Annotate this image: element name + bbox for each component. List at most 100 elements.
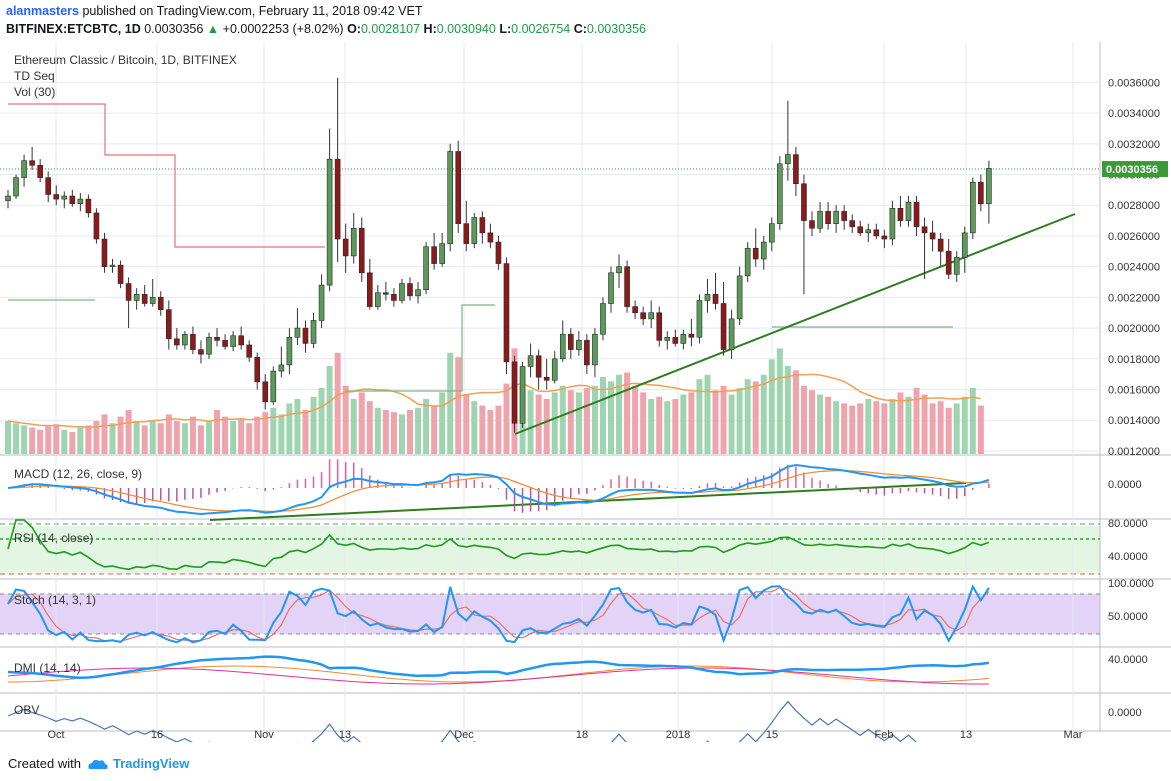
volume-bar — [29, 427, 36, 454]
time-tick-label: 16 — [151, 729, 163, 741]
volume-bar — [246, 423, 253, 454]
candle-body — [519, 366, 526, 424]
candle-body — [222, 340, 228, 347]
volume-bar — [214, 410, 221, 454]
publish-info: published on TradingView.com, February 1… — [82, 4, 423, 18]
time-tick-label: Mar — [1064, 729, 1083, 741]
volume-bar — [913, 388, 920, 454]
volume-bar — [294, 399, 301, 454]
time-axis[interactable]: Oct 16 Nov 13 Dec 18 2018 15 Feb 13 Mar — [47, 729, 1082, 741]
candle-body — [415, 289, 421, 297]
volume-bar — [37, 429, 44, 454]
candle-body — [399, 283, 405, 301]
close-value: 0.0030356 — [586, 22, 647, 36]
candle-body — [696, 300, 703, 338]
price-tick-label: 0.0014000 — [1108, 415, 1160, 427]
candle-body — [278, 364, 285, 372]
volume-bar — [833, 401, 840, 454]
candle-body — [592, 333, 598, 366]
price-pane-bg — [0, 44, 1100, 454]
volume-bar — [640, 392, 647, 454]
stoch-k-line — [7, 584, 990, 644]
volume-bar — [117, 416, 124, 454]
volume-bar — [800, 385, 807, 454]
candle-body — [133, 293, 140, 301]
volume-bar — [390, 412, 397, 454]
td-seq-label: TD Seq — [14, 69, 55, 83]
volume-bar — [93, 421, 100, 454]
volume-bar — [575, 392, 582, 454]
candle-body — [45, 177, 52, 195]
volume-bar — [334, 352, 341, 454]
candle-body — [945, 251, 952, 275]
volume-bar — [69, 432, 76, 454]
ohlc-header: BITFINEX:ETCBTC, 1D 0.0030356 ▲ +0.00022… — [6, 22, 646, 36]
candle-body — [785, 154, 791, 165]
volume-bar — [230, 421, 237, 454]
volume-bar — [680, 394, 687, 454]
volume-bar — [101, 414, 108, 454]
candle-body — [704, 293, 711, 301]
candle-body — [479, 217, 486, 234]
volume-bar — [270, 407, 277, 454]
volume-bar — [624, 372, 631, 454]
candle-body — [760, 241, 767, 260]
price-tick-label: 0.0034000 — [1108, 108, 1160, 120]
volume-bar — [616, 374, 623, 454]
volume-bar — [53, 424, 60, 454]
indicator-lines — [0, 103, 1100, 742]
candle-body — [37, 165, 43, 178]
candlestick-series[interactable] — [5, 77, 992, 433]
tradingview-logo[interactable]: TradingView — [87, 756, 189, 771]
volume-bar — [358, 392, 365, 454]
candle-body — [680, 333, 687, 344]
indicator-tick-label: 0.0000 — [1108, 707, 1142, 719]
candle-body — [109, 264, 116, 267]
candle-body — [455, 151, 462, 224]
low-label: L: — [499, 22, 512, 36]
volume-bar — [206, 421, 212, 454]
price-tick-label: 0.0028000 — [1108, 200, 1160, 212]
volume-bar — [173, 421, 180, 454]
volume-bar — [310, 396, 317, 454]
volume-ma-line — [7, 373, 981, 428]
volume-bar — [45, 426, 52, 454]
candle-body — [600, 303, 606, 335]
indicator-tick-label: 50.0000 — [1108, 611, 1148, 623]
candle-body — [157, 297, 164, 310]
volume-bar — [712, 390, 719, 454]
chart-title: Ethereum Classic / Bitcoin, 1D, BITFINEX — [14, 53, 237, 67]
volume-bar — [664, 401, 671, 454]
volume-bar — [85, 425, 92, 454]
indicator-tick-label: 40.0000 — [1108, 654, 1148, 666]
candle-body — [503, 263, 510, 363]
price-axis[interactable]: 0.00360000.00340000.00320000.00300000.00… — [1102, 77, 1168, 719]
author-name[interactable]: alanmasters — [6, 4, 79, 18]
candle-body — [93, 212, 100, 240]
volume-bar — [398, 414, 405, 454]
open-value: 0.0028107 — [360, 22, 421, 36]
candle-body — [447, 151, 454, 244]
volume-bar — [254, 416, 261, 454]
volume-bar — [21, 425, 28, 454]
volume-bar — [688, 392, 695, 454]
volume-bar — [5, 421, 11, 454]
symbol-label: BITFINEX:ETCBTC, 1D — [6, 22, 141, 36]
candle-body — [897, 208, 904, 221]
price-tick-label: 0.0032000 — [1108, 139, 1160, 151]
volume-bar — [817, 394, 824, 454]
candle-body — [69, 195, 76, 205]
chart-area[interactable]: 0.00360000.00340000.00320000.00300000.00… — [0, 42, 1171, 742]
candle-body — [865, 229, 872, 234]
volume-bar — [656, 396, 663, 454]
volume-bar — [599, 377, 606, 454]
volume-bar — [165, 414, 172, 454]
time-tick-label: 15 — [766, 729, 778, 741]
volume-bar — [567, 390, 574, 454]
price-tick-label: 0.0026000 — [1108, 231, 1160, 243]
candle-body — [825, 211, 831, 224]
macd-label: MACD (12, 26, close, 9) — [14, 467, 142, 481]
volume-bar — [945, 407, 952, 454]
volume-bar — [423, 399, 430, 454]
candle-body — [342, 238, 349, 257]
